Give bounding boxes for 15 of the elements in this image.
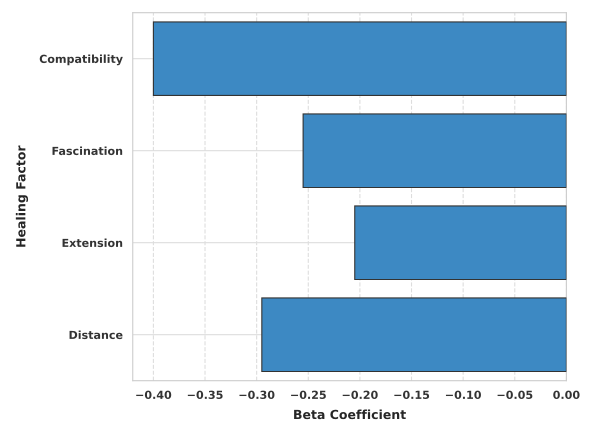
x-tick-label: −0.30	[239, 390, 274, 400]
x-tick-label: −0.05	[498, 390, 532, 400]
x-tick-label: −0.20	[342, 390, 378, 400]
y-axis-title: Healing Factor	[16, 145, 28, 247]
x-tick-label: −0.35	[188, 390, 223, 400]
y-tick-label: Extension	[62, 238, 122, 248]
y-tick-label: Fascination	[52, 146, 122, 156]
x-tick-label: −0.25	[291, 390, 326, 400]
x-axis-title: Beta Coefficient	[294, 410, 406, 420]
x-tick-label: −0.10	[446, 390, 481, 400]
x-tick-label: −0.40	[136, 390, 172, 400]
y-tick-label: Compatibility	[40, 54, 123, 66]
x-tick-label: −0.15	[394, 390, 430, 400]
x-tick-label: 0.00	[553, 390, 580, 400]
y-tick-label: Distance	[70, 330, 122, 340]
